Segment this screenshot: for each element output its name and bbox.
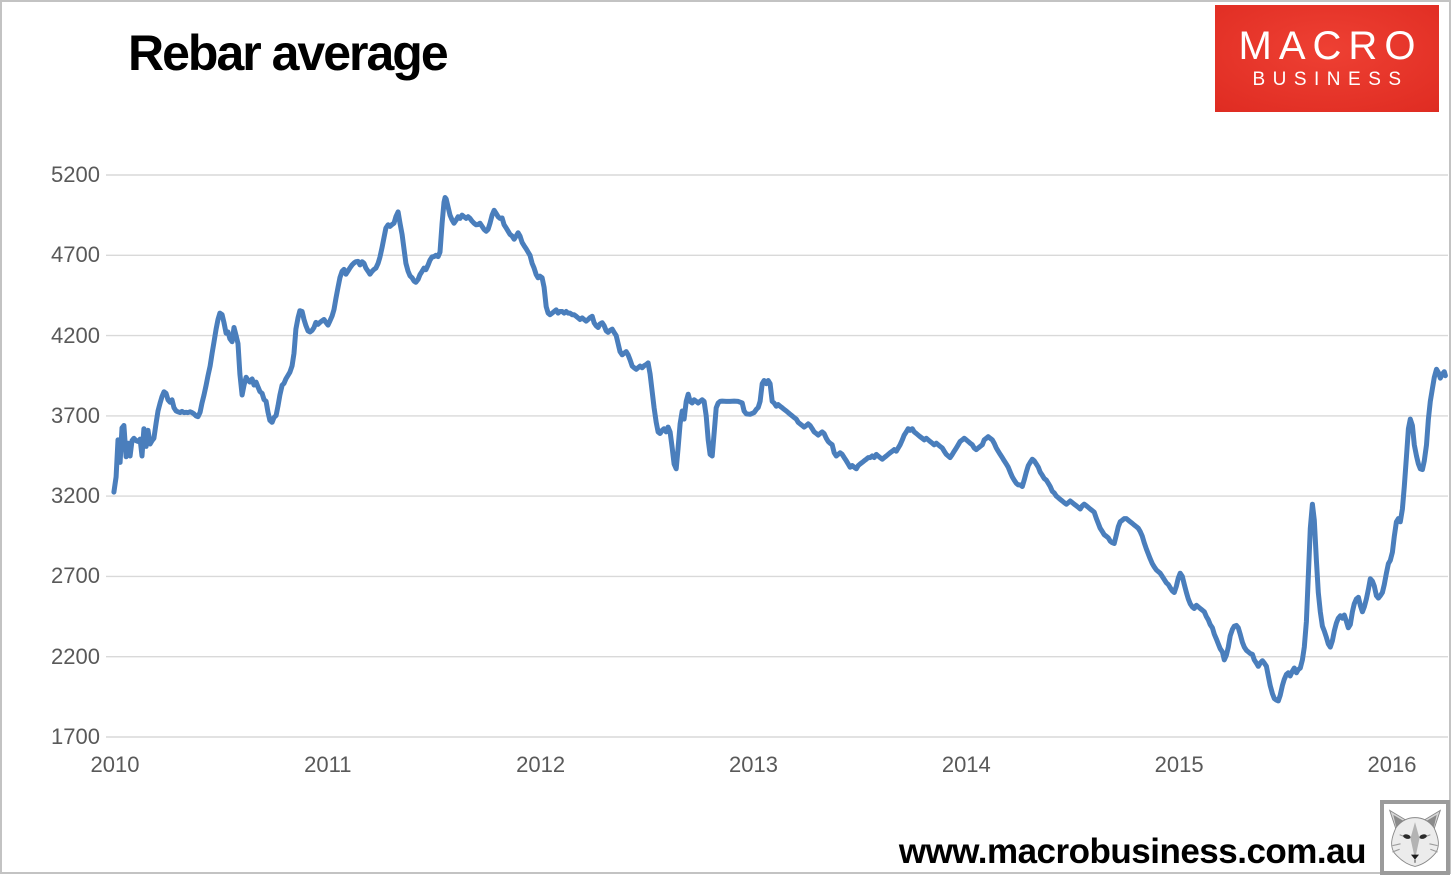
y-tick-label: 5200 xyxy=(51,162,100,187)
y-tick-label: 3700 xyxy=(51,402,100,428)
logo-line1: MACRO xyxy=(1238,24,1423,68)
x-tick-label: 2015 xyxy=(1154,752,1204,777)
page-title: Rebar average xyxy=(128,25,449,81)
y-tick-label: 3200 xyxy=(51,483,100,509)
x-tick-label: 2010 xyxy=(90,752,140,777)
y-tick-label: 4200 xyxy=(51,322,100,348)
rebar-series-line xyxy=(111,195,1448,704)
y-tick-label: 4700 xyxy=(51,242,100,268)
y-tick-label: 2200 xyxy=(51,643,100,669)
x-tick-label: 2012 xyxy=(516,752,566,777)
website-url: www.macrobusiness.com.au xyxy=(898,832,1367,871)
logo-line2: BUSINESS xyxy=(1252,69,1409,90)
wolf-logo-frame xyxy=(1380,800,1450,875)
chart-gridlines xyxy=(106,174,1448,738)
y-tick-label: 2700 xyxy=(51,563,100,589)
x-tick-label: 2013 xyxy=(729,752,778,777)
macrobusiness-logo: MACRO BUSINESS xyxy=(1215,5,1439,112)
x-tick-label: 2016 xyxy=(1367,752,1417,777)
x-tick-label: 2011 xyxy=(304,752,352,777)
x-tick-label: 2014 xyxy=(941,752,991,777)
y-tick-label: 1700 xyxy=(51,724,100,749)
wolf-head-sketch-icon xyxy=(1388,809,1442,867)
